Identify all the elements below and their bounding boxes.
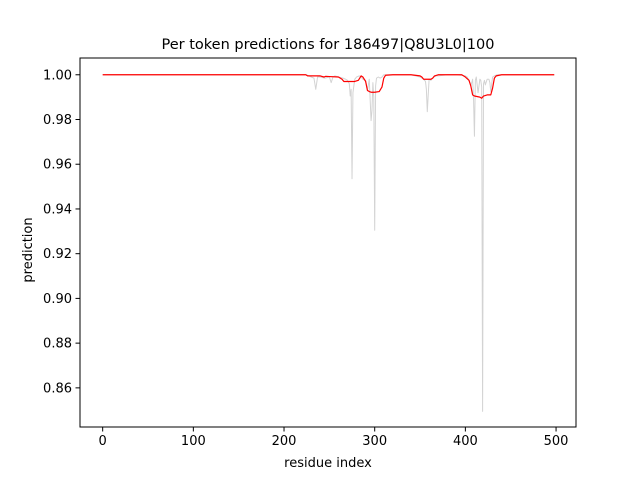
x-tick-label: 200: [272, 434, 297, 449]
x-tick-label: 300: [362, 434, 387, 449]
y-tick-label: 0.96: [43, 158, 72, 173]
x-tick-label: 0: [99, 434, 107, 449]
y-tick-label: 1.00: [43, 68, 72, 83]
plot-area: [102, 74, 555, 412]
y-axis: 0.86 0.88 0.90 0.92 0.94 0.96 0.98 1.00: [43, 68, 80, 396]
x-tick-label: 400: [453, 434, 478, 449]
y-tick-label: 0.88: [43, 337, 72, 352]
x-tick-label: 500: [544, 434, 569, 449]
y-tick-label: 0.94: [43, 202, 72, 217]
x-axis-title: residue index: [284, 456, 372, 471]
y-tick-label: 0.92: [43, 247, 72, 262]
y-tick-label: 0.98: [43, 113, 72, 128]
chart-title: Per token predictions for 186497|Q8U3L0|…: [162, 37, 495, 53]
y-tick-label: 0.90: [43, 292, 72, 307]
x-tick-label: 100: [181, 434, 206, 449]
y-tick-label: 0.86: [43, 381, 72, 396]
x-axis: 0 100 200 300 400 500: [99, 427, 569, 449]
y-axis-title: prediction: [21, 217, 36, 282]
series-line-smoothed: [102, 74, 555, 99]
plot-frame: [79, 57, 577, 428]
